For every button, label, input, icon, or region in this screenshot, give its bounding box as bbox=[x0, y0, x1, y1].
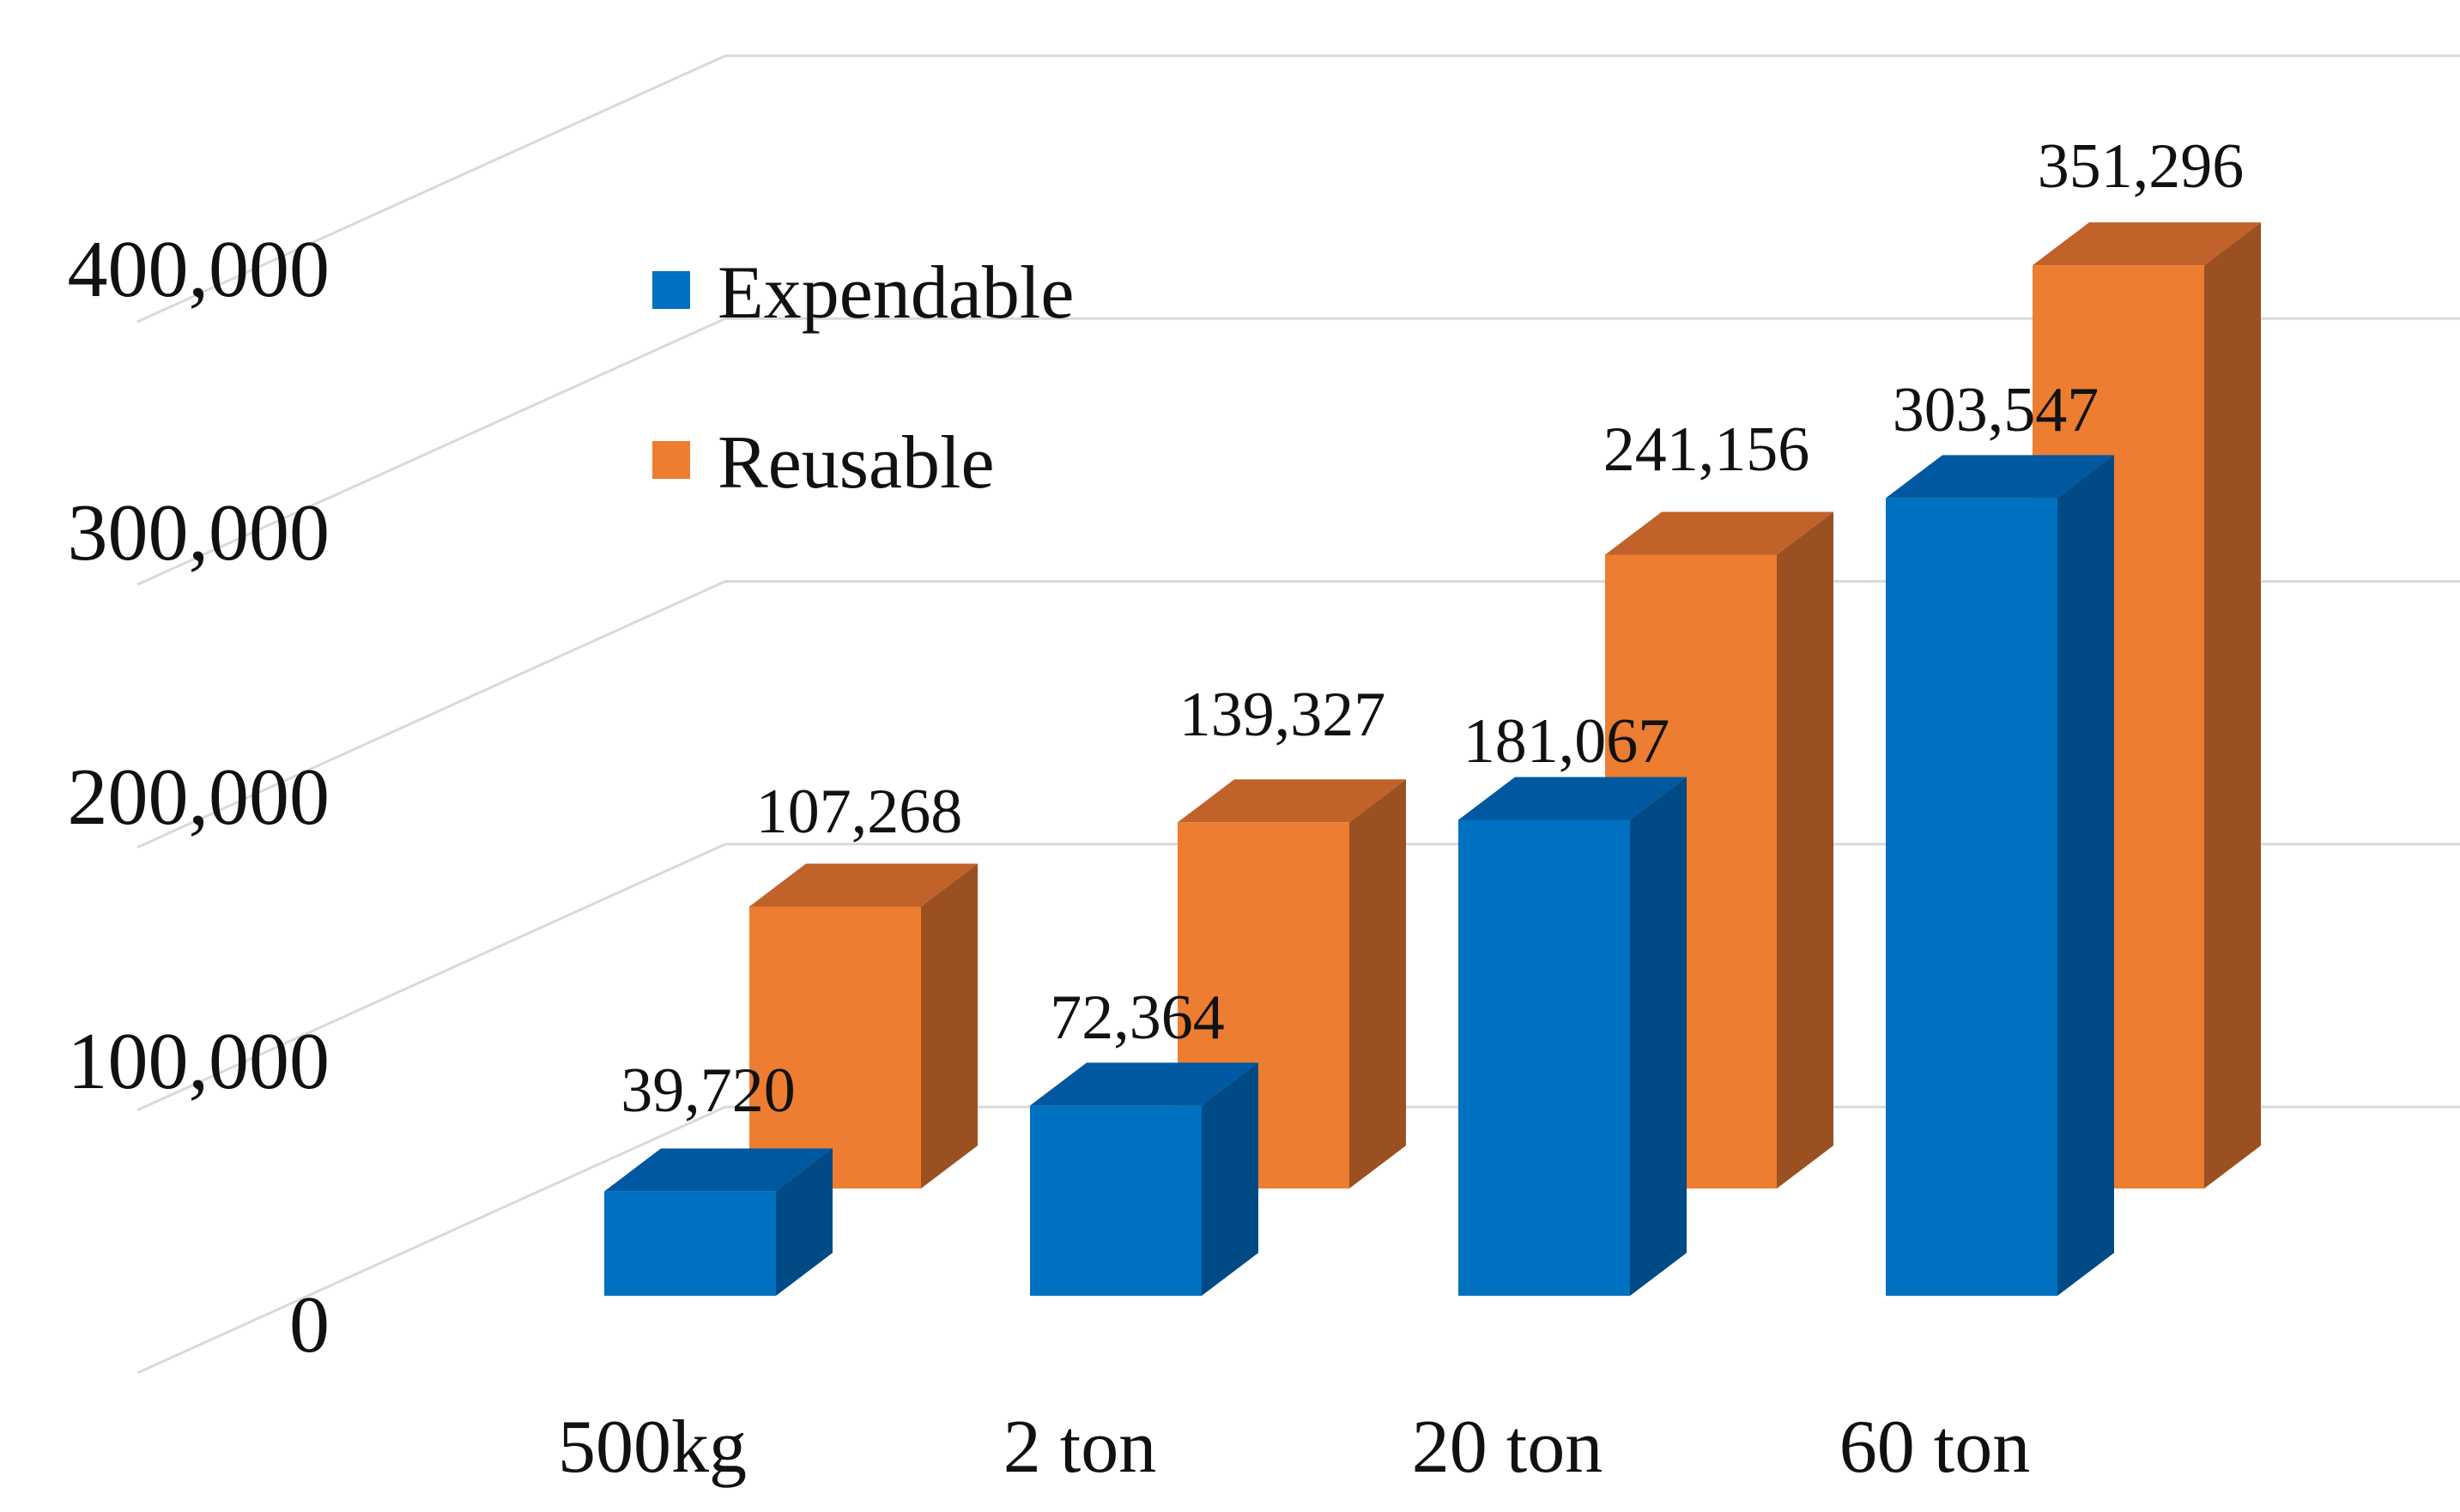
grid-lines bbox=[136, 54, 2460, 1375]
data-label-reusable-60ton: 351,296 bbox=[2038, 131, 2245, 202]
data-label-expendable-500kg: 39,720 bbox=[621, 1055, 796, 1126]
bar-expendable-1-top bbox=[1030, 1062, 1258, 1106]
bar-reusable-3-side bbox=[2204, 222, 2261, 1188]
gridline-diagonal bbox=[136, 580, 726, 849]
reusable-series bbox=[749, 222, 2261, 1188]
bar-expendable-2-top bbox=[1458, 777, 1687, 820]
data-label-expendable-2ton: 72,364 bbox=[1050, 983, 1225, 1053]
bar-reusable-0-top bbox=[749, 863, 978, 907]
gridline-diagonal bbox=[136, 1105, 726, 1375]
x-tick-label: 20 ton bbox=[1412, 1406, 1603, 1489]
bar-expendable-2-front bbox=[1458, 820, 1630, 1296]
bar-expendable-3-side bbox=[2057, 455, 2114, 1296]
bar-expendable-0-side bbox=[776, 1148, 833, 1296]
x-tick-label: 60 ton bbox=[1839, 1406, 2030, 1489]
bar-expendable-3-front bbox=[1886, 498, 2057, 1296]
bar-expendable-3-top bbox=[1886, 455, 2114, 499]
gridline-diagonal bbox=[136, 843, 726, 1112]
data-label-expendable-20ton: 181,067 bbox=[1463, 706, 1670, 777]
x-axis: 500kg 2 ton 20 ton 60 ton bbox=[558, 1406, 2030, 1489]
data-label-reusable-2ton: 139,327 bbox=[1179, 680, 1386, 750]
bar-reusable-3-top bbox=[2033, 222, 2261, 266]
bar-reusable-0-side bbox=[921, 863, 978, 1188]
x-tick-label: 2 ton bbox=[1003, 1406, 1156, 1489]
data-label-expendable-60ton: 303,547 bbox=[1893, 375, 2099, 445]
gridline-diagonal bbox=[136, 317, 726, 586]
bar-reusable-2-top bbox=[1605, 511, 1833, 555]
data-label-reusable-20ton: 241,156 bbox=[1603, 414, 1810, 485]
y-tick-label: 100,000 bbox=[68, 1017, 330, 1106]
bar-reusable-2-side bbox=[1777, 511, 1833, 1188]
data-labels: 107,268 139,327 241,156 351,296 39,720 7… bbox=[621, 131, 2244, 1126]
legend: Expendable Reusable bbox=[652, 251, 1074, 505]
legend-swatch-reusable bbox=[652, 441, 690, 479]
y-axis: 0 100,000 200,000 300,000 400,000 bbox=[68, 225, 330, 1370]
bar-reusable-0-front bbox=[749, 906, 921, 1188]
x-tick-label: 500kg bbox=[558, 1406, 747, 1489]
bar-expendable-2-side bbox=[1630, 777, 1687, 1296]
y-tick-label: 400,000 bbox=[68, 225, 330, 314]
y-tick-label: 0 bbox=[289, 1280, 330, 1370]
data-label-reusable-500kg: 107,268 bbox=[756, 777, 963, 847]
bar-expendable-1-front bbox=[1030, 1105, 1202, 1296]
legend-swatch-expendable bbox=[652, 271, 690, 309]
legend-label-expendable: Expendable bbox=[718, 251, 1074, 335]
bar-expendable-0-front bbox=[604, 1191, 776, 1296]
legend-label-reusable: Reusable bbox=[718, 421, 995, 505]
expendable-series bbox=[604, 455, 2114, 1296]
bar-expendable-1-side bbox=[1202, 1062, 1258, 1296]
bar-reusable-1-top bbox=[1178, 779, 1406, 823]
y-tick-label: 300,000 bbox=[68, 488, 330, 578]
bar-reusable-1-side bbox=[1349, 779, 1406, 1188]
gridline-diagonal bbox=[136, 54, 726, 324]
bar-expendable-0-top bbox=[604, 1148, 833, 1192]
y-tick-label: 200,000 bbox=[68, 753, 330, 842]
